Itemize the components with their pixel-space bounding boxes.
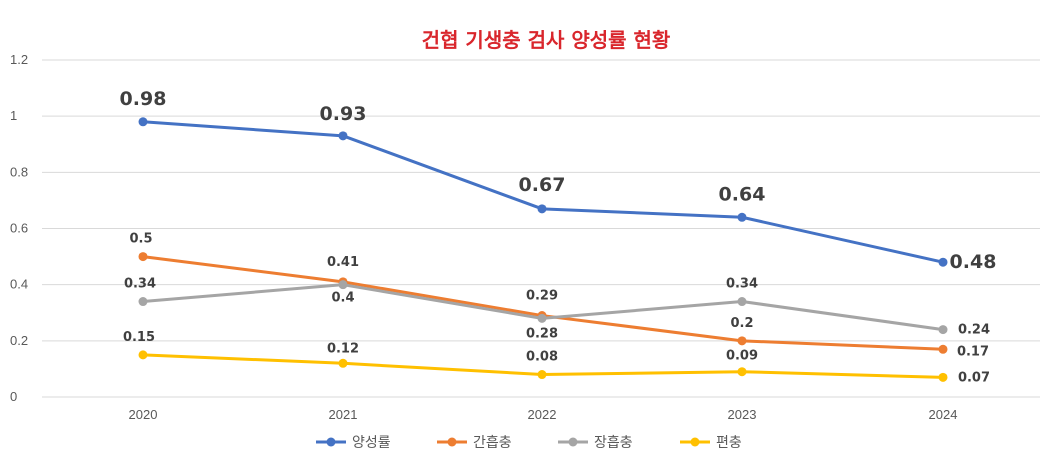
data-point bbox=[338, 131, 348, 141]
y-tick-label: 0 bbox=[10, 389, 17, 404]
data-point bbox=[737, 212, 747, 222]
data-label: 0.12 bbox=[327, 341, 359, 356]
data-point bbox=[138, 117, 148, 127]
data-point bbox=[138, 350, 148, 360]
series-group bbox=[138, 117, 948, 382]
data-label: 0.5 bbox=[129, 232, 152, 247]
data-point bbox=[338, 358, 348, 368]
data-label: 0.29 bbox=[526, 289, 558, 304]
legend-label: 간흡충 bbox=[473, 435, 512, 451]
data-label: 0.08 bbox=[526, 350, 558, 365]
data-point bbox=[138, 297, 148, 307]
x-tick-label: 2020 bbox=[129, 407, 158, 422]
grid-lines bbox=[42, 59, 1040, 398]
data-label: 0.4 bbox=[331, 291, 354, 306]
y-tick-label: 0.4 bbox=[10, 277, 28, 292]
legend-label: 양성률 bbox=[352, 435, 391, 451]
legend-marker bbox=[568, 437, 578, 447]
data-label: 0.67 bbox=[519, 174, 566, 196]
data-point bbox=[537, 313, 547, 323]
x-tick-label: 2022 bbox=[528, 407, 557, 422]
data-point bbox=[938, 344, 948, 354]
data-point bbox=[138, 252, 148, 262]
x-tick-label: 2023 bbox=[728, 407, 757, 422]
data-label: 0.28 bbox=[526, 326, 558, 341]
y-tick-label: 0.6 bbox=[10, 221, 28, 236]
data-label: 0.34 bbox=[124, 277, 156, 292]
data-point bbox=[938, 325, 948, 335]
data-point bbox=[737, 297, 747, 307]
data-label: 0.41 bbox=[327, 255, 359, 270]
data-point bbox=[537, 370, 547, 380]
legend-marker bbox=[447, 437, 457, 447]
data-label: 0.07 bbox=[958, 370, 990, 385]
x-tick-label: 2021 bbox=[329, 407, 358, 422]
data-label: 0.34 bbox=[726, 277, 758, 292]
data-point bbox=[938, 257, 948, 267]
data-label: 0.09 bbox=[726, 349, 758, 364]
y-tick-label: 0.8 bbox=[10, 164, 28, 179]
data-label: 0.64 bbox=[719, 183, 766, 205]
data-point bbox=[338, 280, 348, 290]
data-label: 0.17 bbox=[957, 344, 989, 359]
chart-title: 건협 기생충 검사 양성률 현황 bbox=[422, 28, 671, 52]
y-tick-label: 0.2 bbox=[10, 333, 28, 348]
data-point bbox=[938, 372, 948, 382]
legend-label: 장흡충 bbox=[594, 435, 633, 451]
x-axis: 2020 2021 2022 2023 2024 bbox=[129, 407, 958, 422]
x-tick-label: 2024 bbox=[929, 407, 958, 422]
data-point bbox=[737, 367, 747, 377]
data-label: 0.98 bbox=[120, 88, 167, 110]
y-tick-label: 1 bbox=[10, 108, 17, 123]
data-point bbox=[537, 204, 547, 214]
data-label: 0.48 bbox=[950, 251, 997, 273]
legend: 양성률 간흡충 장흡충 편충 bbox=[316, 435, 742, 451]
data-label: 0.93 bbox=[320, 103, 367, 125]
data-label: 0.24 bbox=[958, 323, 990, 338]
data-labels: 0.98 0.93 0.67 0.64 0.48 0.5 0.41 0.29 0.2 0.17 0.… bbox=[120, 88, 997, 386]
data-point bbox=[737, 336, 747, 346]
data-label: 0.15 bbox=[123, 330, 155, 345]
y-axis: 0 0.2 0.4 0.6 0.8 1 1.2 bbox=[10, 52, 28, 404]
legend-label: 편충 bbox=[716, 435, 742, 451]
legend-marker bbox=[326, 437, 336, 447]
legend-marker bbox=[690, 437, 700, 447]
y-tick-label: 1.2 bbox=[10, 52, 28, 67]
data-label: 0.2 bbox=[730, 316, 753, 331]
